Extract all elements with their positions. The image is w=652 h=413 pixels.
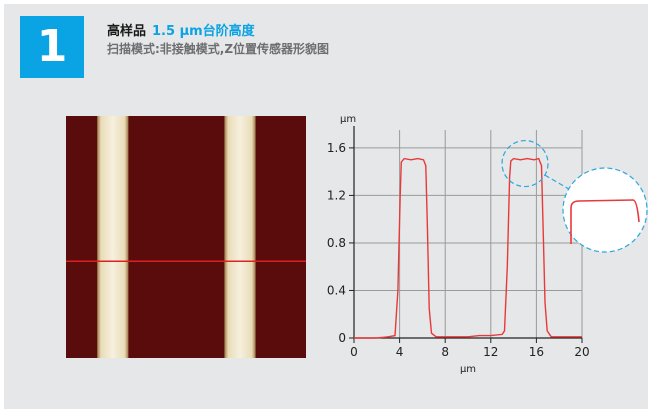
- y-tick-label: 0.4: [327, 283, 346, 297]
- zoom-inset-profile: [570, 199, 640, 244]
- y-tick-label: 0: [338, 331, 346, 345]
- sample-title-step-height: 1.5 μm台阶高度: [152, 24, 255, 39]
- height-profile-chart: 0 4 8 12 16 20 0 0.4 0.8 1.2 1.6 μm μm: [327, 114, 648, 375]
- x-tick-label: 8: [441, 345, 449, 359]
- y-axis-unit: μm: [340, 114, 356, 125]
- y-tick-label: 0.8: [327, 236, 346, 250]
- afm-step-stripe-2: [224, 116, 256, 358]
- x-tick-label: 16: [529, 345, 544, 359]
- y-tick-label: 1.6: [327, 141, 346, 155]
- x-tick-label: 12: [483, 345, 498, 359]
- sample-title: 高样品 1.5 μm台阶高度: [107, 20, 255, 39]
- sample-title-main: 高样品: [107, 24, 147, 39]
- profile-line: [354, 157, 582, 339]
- x-tick-label: 0: [350, 345, 358, 359]
- x-tick-label: 4: [396, 345, 404, 359]
- scan-mode-subtitle: 扫描模式:非接触模式,Z位置传感器形貌图: [107, 42, 330, 56]
- zoom-inset-circle: [562, 167, 648, 253]
- x-axis-unit: μm: [460, 364, 476, 375]
- y-tick-label: 1.2: [327, 188, 346, 202]
- x-tick-label: 20: [574, 345, 589, 359]
- afm-step-stripe-1: [97, 116, 129, 358]
- afm-topography-image: [66, 116, 306, 358]
- sample-number-badge: 1: [20, 16, 84, 78]
- zoom-target-circle: [501, 139, 549, 188]
- zoom-connector-line: [544, 174, 569, 190]
